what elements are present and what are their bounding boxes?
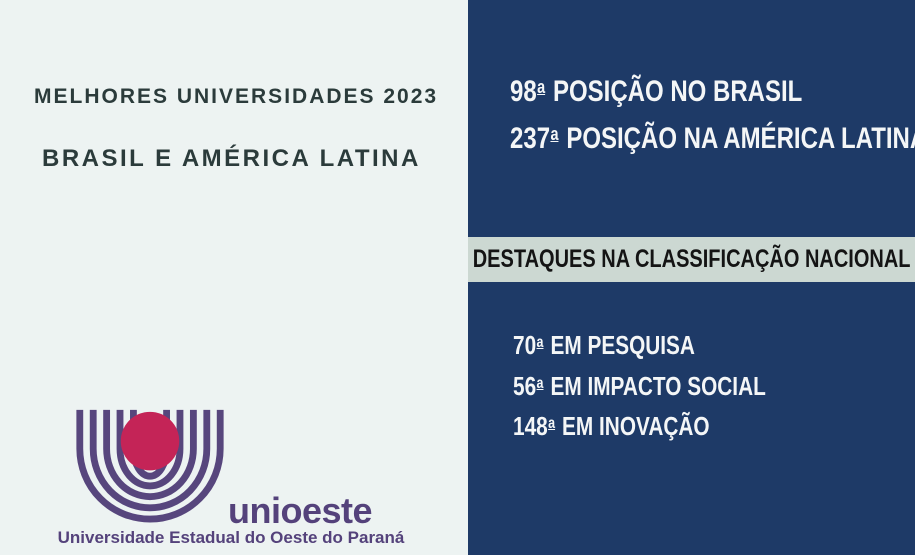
highlight-inovacao: 148a EM INOVAÇÃO: [513, 411, 710, 442]
highlight-banner: DESTAQUES NA CLASSIFICAÇÃO NACIONAL: [468, 237, 915, 282]
left-panel: MELHORES UNIVERSIDADES 2023 BRASIL E AMÉ…: [34, 85, 439, 547]
highlight-pesquisa: 70a EM PESQUISA: [513, 330, 695, 361]
unioeste-logo: [76, 409, 224, 523]
right-panel: 98a POSIÇÃO NO BRASIL 237a POSIÇÃO NA AM…: [468, 0, 915, 555]
logo-subtitle: Universidade Estadual do Oeste do Paraná: [57, 528, 405, 547]
ranking-brasil: 98a POSIÇÃO NO BRASIL: [510, 75, 803, 109]
rankings-list: 98a POSIÇÃO NO BRASIL 237a POSIÇÃO NA AM…: [510, 66, 915, 160]
logo-wordmark: unioeste: [228, 490, 373, 531]
title-melhores-universidades: MELHORES UNIVERSIDADES 2023: [34, 85, 439, 108]
ranking-america-latina: 237a POSIÇÃO NA AMÉRICA LATINA: [510, 122, 915, 156]
logo-sun-circle: [120, 411, 180, 471]
title-brasil-america-latina: BRASIL E AMÉRICA LATINA: [42, 145, 421, 172]
highlight-banner-label: DESTAQUES NA CLASSIFICAÇÃO NACIONAL: [472, 245, 911, 273]
highlight-impacto-social: 56a EM IMPACTO SOCIAL: [513, 370, 766, 401]
highlights-list: 70a EM PESQUISA 56a EM IMPACTO SOCIAL 14…: [513, 324, 829, 446]
